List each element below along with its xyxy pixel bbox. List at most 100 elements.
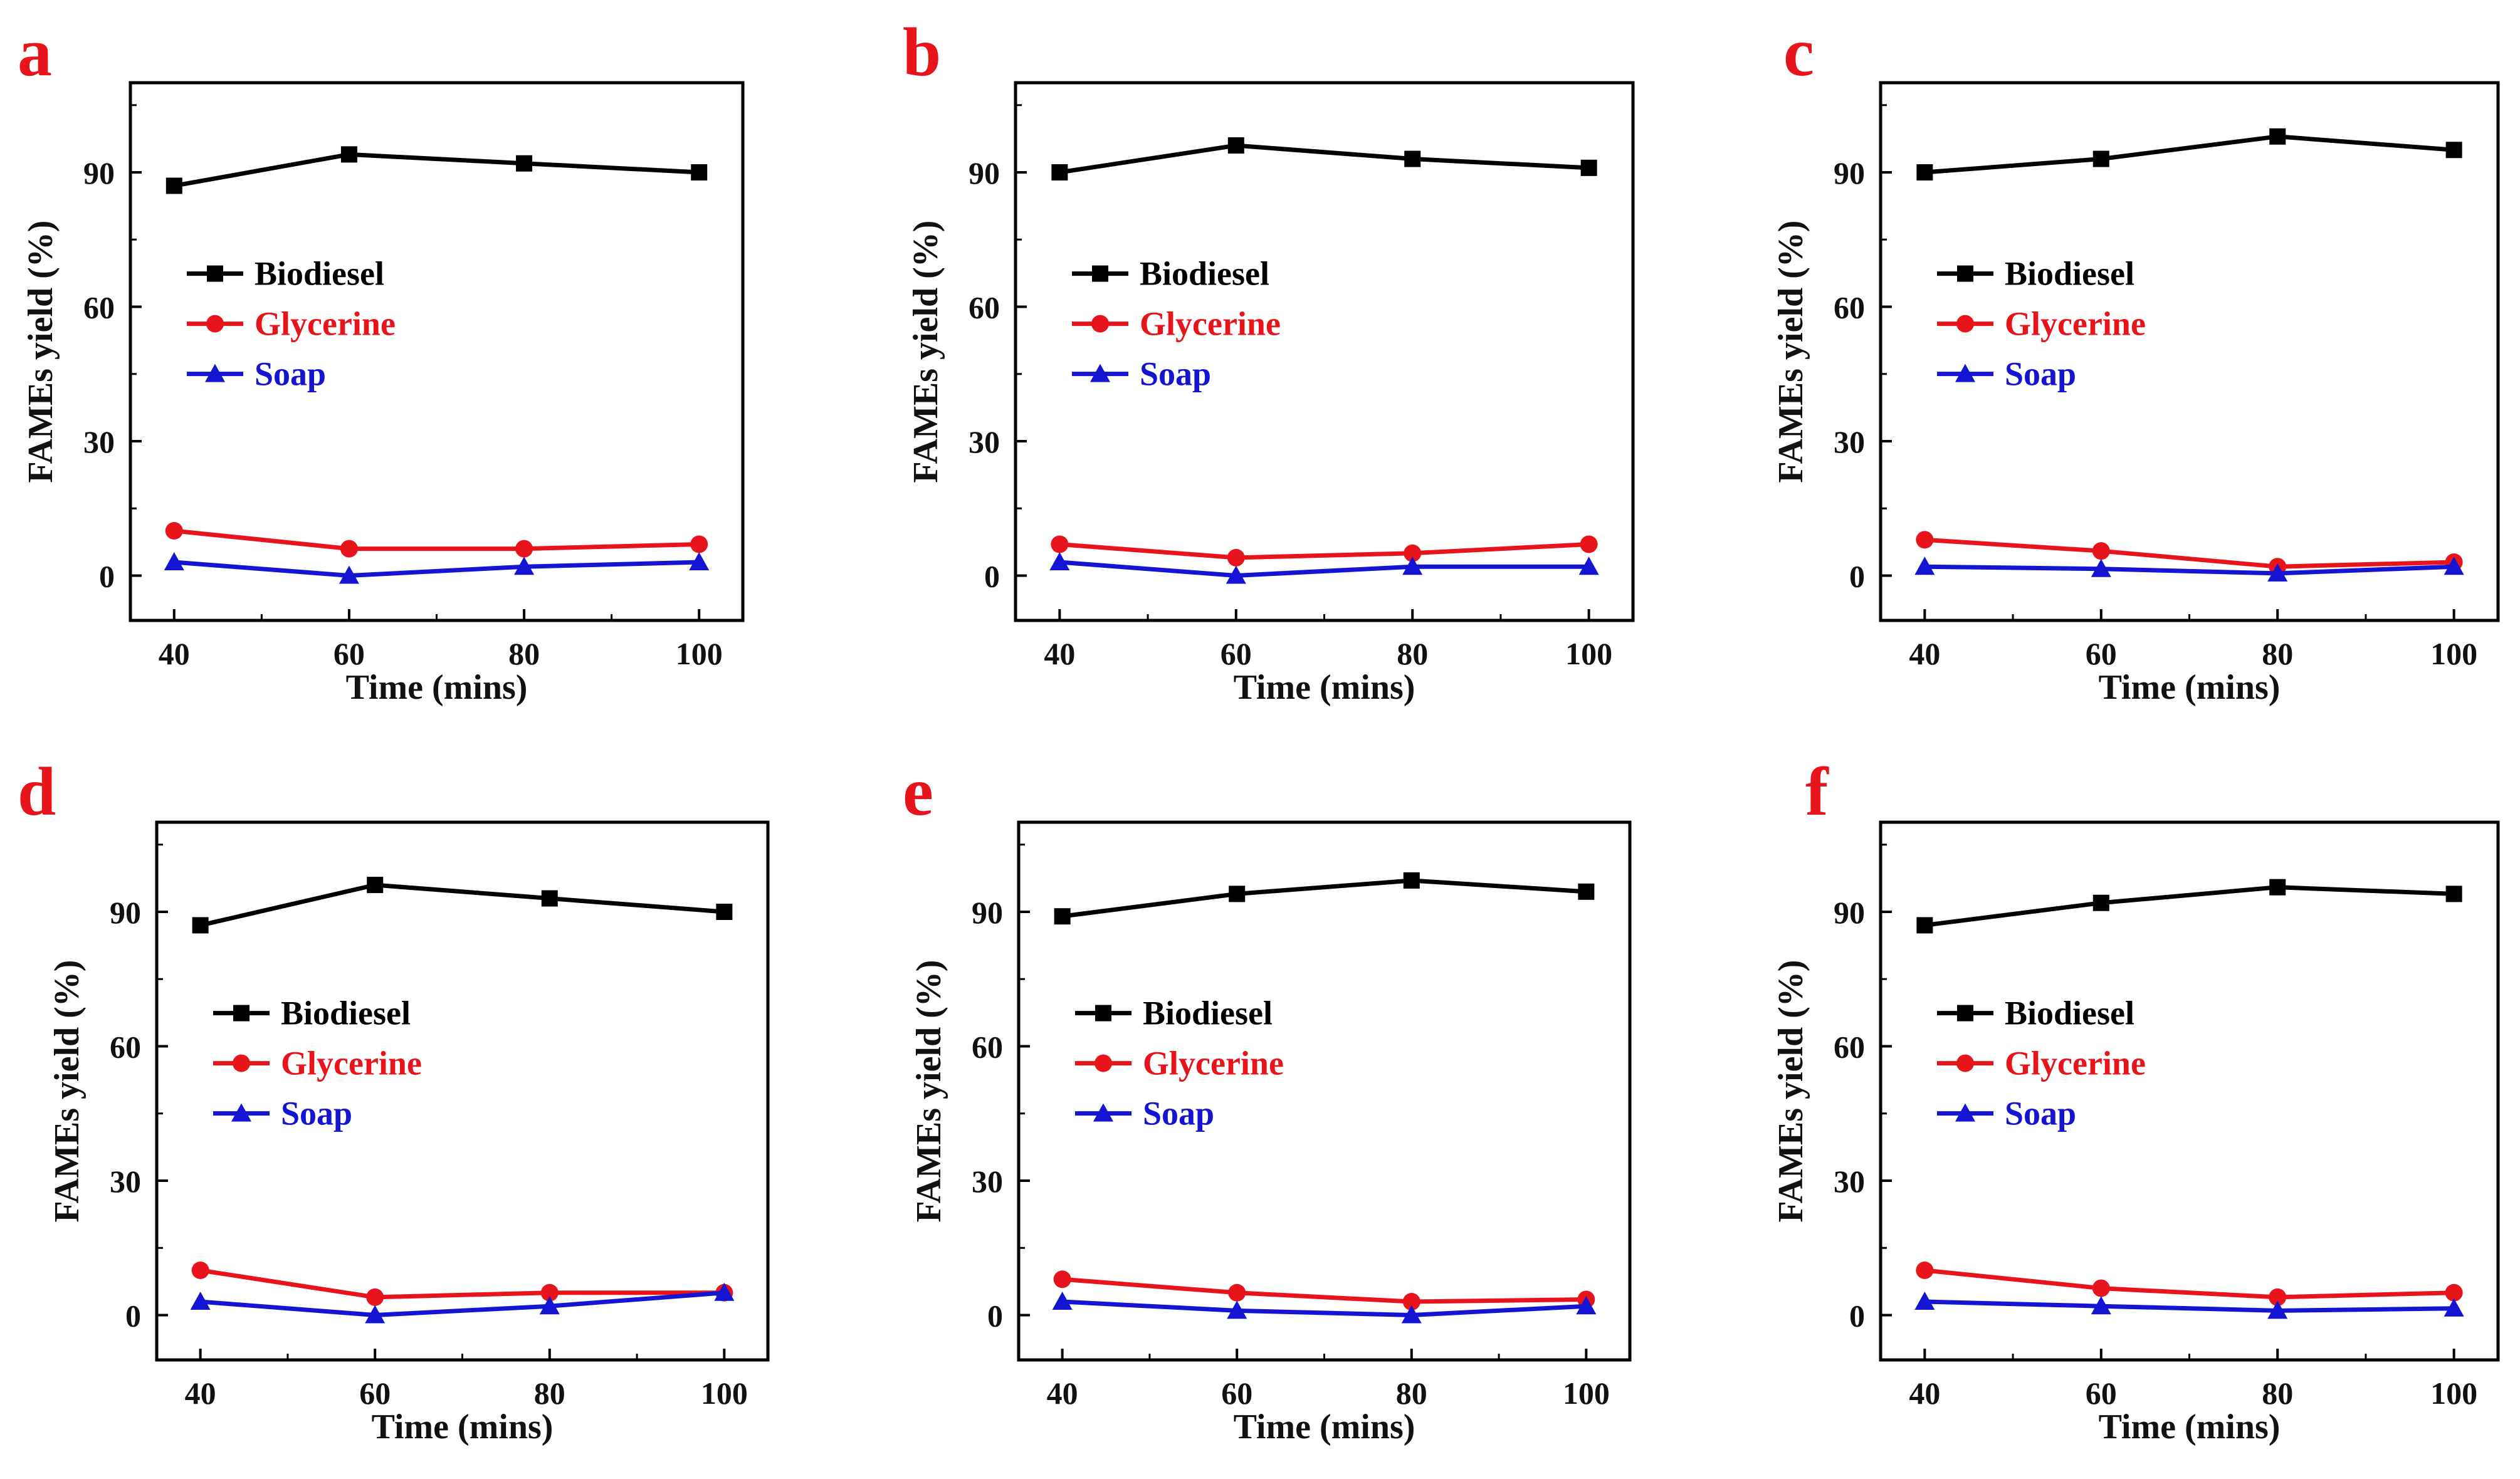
y-tick-label: 30 <box>969 424 1000 459</box>
glycerine-data-point <box>540 1283 559 1302</box>
legend-soap-marker <box>1955 1103 1975 1122</box>
legend-glycerine-marker <box>233 1054 250 1072</box>
x-tick-label: 80 <box>2262 1376 2293 1411</box>
chart-panel-f: f 40 60 80 100 0 30 60 90 Time (mins) FAMEs yield … <box>1772 753 2500 1446</box>
legend-soap-marker <box>231 1103 251 1122</box>
y-tick-label: 60 <box>83 290 115 325</box>
y-tick-label: 90 <box>83 155 115 191</box>
y-axis-label: FAMEs yield (%) <box>48 960 87 1223</box>
legend-soap-marker <box>1093 1103 1113 1122</box>
y-tick-label: 60 <box>972 1030 1003 1065</box>
biodiesel-data-point <box>2092 150 2109 167</box>
panel-letter: a <box>18 14 52 90</box>
legend-soap-marker <box>1955 363 1975 382</box>
legend-biodiesel-marker <box>1092 265 1108 282</box>
glycerine-data-point <box>2092 1279 2110 1297</box>
legend-biodiesel-label: Biodiesel <box>2005 255 2134 293</box>
glycerine-data-point <box>1228 1283 1246 1302</box>
legend-soap-label: Soap <box>2005 355 2076 393</box>
plot-frame <box>129 81 745 622</box>
biodiesel-data-point <box>1051 164 1068 180</box>
biodiesel-series-line <box>174 152 700 188</box>
x-tick-label: 80 <box>1397 636 1428 671</box>
y-tick-label: 30 <box>1834 1164 1865 1199</box>
x-axis-label: Time (mins) <box>2099 1408 2281 1446</box>
x-tick-label: 100 <box>676 636 723 671</box>
x-tick-label: 60 <box>1221 1376 1252 1411</box>
soap-data-point <box>2444 557 2464 575</box>
glycerine-series-line <box>1924 1268 2454 1300</box>
legend-glycerine-marker <box>1956 315 1974 333</box>
x-tick-label: 60 <box>2086 636 2117 671</box>
legend-soap-label: Soap <box>255 355 326 393</box>
soap-series-line <box>200 1290 725 1317</box>
plot-frame <box>1879 820 2500 1362</box>
y-tick-label: 30 <box>1834 424 1865 459</box>
biodiesel-data-point <box>1403 872 1420 889</box>
biodiesel-series-line <box>199 882 725 928</box>
biodiesel-data-point <box>367 877 384 894</box>
glycerine-data-point <box>165 522 183 540</box>
y-tick-label: 90 <box>1834 155 1865 191</box>
legend-glycerine-marker <box>206 315 224 333</box>
legend-biodiesel-marker <box>1095 1005 1111 1022</box>
x-axis-label: Time (mins) <box>2099 668 2281 707</box>
biodiesel-series-line <box>1924 134 2454 175</box>
glycerine-data-point <box>690 535 708 553</box>
x-axis-label: Time (mins) <box>1234 1408 1415 1446</box>
biodiesel-data-point <box>1054 908 1071 925</box>
x-tick-label: 60 <box>359 1376 391 1411</box>
legend-soap-label: Soap <box>1140 355 1211 393</box>
x-axis-label: Time (mins) <box>346 668 528 707</box>
glycerine-data-point <box>515 540 533 558</box>
legend-biodiesel-label: Biodiesel <box>1143 995 1273 1032</box>
glycerine-data-point <box>1916 1262 1934 1279</box>
soap-data-point <box>164 552 184 571</box>
glycerine-data-point <box>1404 544 1422 562</box>
legend-glycerine-label: Glycerine <box>2005 1045 2146 1082</box>
soap-data-point <box>2091 558 2111 577</box>
x-tick-label: 60 <box>333 636 365 671</box>
legend-biodiesel-label: Biodiesel <box>255 255 384 293</box>
legend-biodiesel-marker <box>1957 1005 1973 1022</box>
soap-data-point <box>2091 1296 2111 1315</box>
soap-data-point <box>1914 557 1935 575</box>
biodiesel-data-point <box>516 155 533 172</box>
x-tick-label: 100 <box>2430 1376 2477 1411</box>
biodiesel-data-point <box>2269 879 2286 896</box>
biodiesel-data-point <box>2269 128 2286 145</box>
soap-data-point <box>714 1282 735 1301</box>
glycerine-data-point <box>2445 1283 2463 1302</box>
biodiesel-series-line <box>1059 143 1589 175</box>
legend-soap-label: Soap <box>281 1095 352 1132</box>
glycerine-series-line <box>200 1268 725 1300</box>
biodiesel-data-point <box>2092 894 2109 911</box>
glycerine-data-point <box>1051 535 1069 553</box>
legend-biodiesel-marker <box>1957 265 1973 282</box>
glycerine-data-point <box>340 540 358 558</box>
glycerine-series-line <box>174 528 700 551</box>
biodiesel-data-point <box>541 890 558 907</box>
soap-series-line <box>1059 560 1589 578</box>
biodiesel-data-point <box>165 177 182 194</box>
y-tick-label: 30 <box>972 1164 1003 1199</box>
legend-glycerine-marker <box>1091 315 1109 333</box>
glycerine-data-point <box>2092 542 2110 560</box>
chart-panel-c: c 40 60 80 100 0 30 60 90 Time (mins) FAMEs yield … <box>1772 14 2500 707</box>
x-tick-label: 100 <box>1565 636 1612 671</box>
x-tick-label: 100 <box>2430 636 2477 671</box>
biodiesel-data-point <box>192 917 209 934</box>
x-tick-label: 100 <box>701 1376 748 1411</box>
y-tick-label: 60 <box>1834 290 1865 325</box>
glycerine-data-point <box>1402 1293 1420 1311</box>
soap-data-point <box>1578 557 1599 575</box>
legend-biodiesel-label: Biodiesel <box>281 995 411 1032</box>
y-tick-label: 60 <box>1834 1030 1865 1065</box>
legend-glycerine-label: Glycerine <box>2005 305 2146 343</box>
y-axis-label: FAMEs yield (%) <box>1772 960 1810 1223</box>
y-tick-label: 30 <box>83 424 115 459</box>
biodiesel-data-point <box>1916 917 1933 934</box>
legend-biodiesel-marker <box>233 1005 249 1022</box>
soap-data-point <box>1914 1292 1935 1310</box>
legend-soap-marker <box>205 363 225 382</box>
